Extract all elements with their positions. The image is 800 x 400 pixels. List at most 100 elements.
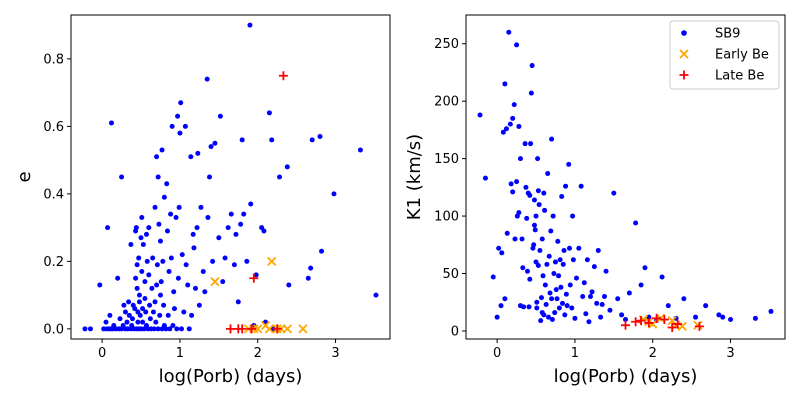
left-point-sb9-6 [105, 225, 111, 231]
right-y-tick-label-3: 150 [434, 152, 459, 167]
right-point-sb9-99 [573, 275, 579, 281]
left-point-sb9-157 [284, 164, 290, 170]
left-point-sb9-123 [196, 302, 202, 308]
right-point-sb9-71 [549, 296, 555, 302]
left-point-sb9-72 [152, 299, 158, 305]
left-point-sb9-93 [165, 312, 171, 318]
right-point-late-be-1 [631, 317, 641, 327]
left-x-tick-label-3: 3 [331, 346, 339, 361]
right-point-sb9-47 [534, 305, 540, 311]
left-plot-frame [70, 14, 391, 340]
left-point-sb9-97 [168, 255, 174, 261]
right-point-sb9-82 [557, 257, 563, 263]
right-point-sb9-48 [534, 299, 540, 305]
right-point-sb9-51 [535, 262, 541, 268]
left-point-sb9-55 [142, 279, 148, 285]
left-point-sb9-94 [166, 269, 172, 274]
left-point-sb9-113 [183, 262, 189, 268]
left-point-sb9-109 [178, 326, 184, 332]
right-point-sb9-41 [531, 242, 537, 248]
left-point-sb9-121 [194, 225, 200, 231]
left-point-sb9-67 [149, 285, 155, 291]
left-point-sb9-64 [147, 302, 153, 308]
right-point-sb9-1 [482, 175, 488, 181]
left-point-sb9-160 [308, 265, 314, 271]
right-point-sb9-14 [508, 181, 514, 187]
left-point-sb9-73 [153, 319, 159, 325]
left-point-late-be-6 [278, 71, 288, 81]
right-point-sb9-6 [499, 250, 505, 256]
left-point-sb9-107 [177, 130, 183, 136]
left-point-sb9-140 [233, 231, 239, 237]
right-point-sb9-109 [591, 264, 597, 270]
right-point-sb9-45 [533, 213, 539, 219]
left-point-sb9-116 [188, 154, 194, 160]
right-point-sb9-22 [516, 123, 522, 129]
right-point-sb9-64 [544, 261, 550, 267]
right-point-sb9-91 [564, 303, 570, 309]
left-point-sb9-22 [122, 309, 128, 315]
right-point-sb9-106 [586, 319, 592, 325]
left-point-sb9-142 [238, 221, 244, 227]
left-point-sb9-161 [309, 137, 315, 143]
right-point-sb9-54 [538, 318, 544, 324]
right-point-sb9-107 [587, 293, 593, 299]
left-x-tick-label-0: 0 [98, 346, 106, 361]
right-point-sb9-84 [559, 194, 565, 200]
left-point-sb9-108 [178, 100, 184, 106]
right-point-sb9-95 [569, 305, 575, 311]
legend-marker-sb9 [681, 30, 687, 36]
left-point-sb9-96 [168, 211, 174, 217]
right-point-sb9-115 [603, 268, 609, 274]
left-point-sb9-143 [239, 137, 245, 143]
right-point-sb9-5 [498, 303, 504, 309]
left-point-sb9-104 [175, 113, 181, 119]
right-point-sb9-61 [542, 207, 548, 213]
left-point-sb9-78 [155, 326, 161, 332]
left-point-sb9-74 [154, 154, 160, 160]
left-point-sb9-138 [228, 211, 234, 217]
left-point-sb9-44 [136, 292, 142, 298]
right-point-sb9-93 [566, 245, 572, 251]
right-point-sb9-43 [531, 222, 537, 228]
right-point-late-be-8 [694, 321, 704, 331]
left-point-sb9-158 [286, 282, 292, 288]
left-point-sb9-51 [140, 319, 146, 325]
right-point-sb9-77 [553, 287, 559, 293]
left-point-sb9-86 [160, 258, 166, 264]
right-point-sb9-70 [549, 136, 555, 142]
left-point-sb9-52 [140, 306, 146, 312]
left-point-sb9-127 [204, 76, 210, 82]
left-series-late-be [226, 71, 288, 334]
right-point-sb9-52 [536, 202, 542, 208]
left-point-sb9-147 [248, 201, 254, 207]
left-point-sb9-103 [174, 326, 180, 332]
left-point-sb9-58 [143, 231, 149, 237]
left-point-sb9-60 [144, 258, 150, 264]
right-point-sb9-131 [693, 314, 699, 320]
right-y-tick-label-1: 50 [442, 267, 459, 282]
left-y-axis-label: e [14, 171, 35, 182]
left-point-sb9-84 [159, 147, 165, 153]
right-point-late-be-7 [673, 319, 683, 329]
right-point-sb9-101 [578, 183, 584, 189]
left-point-sb9-154 [269, 137, 275, 143]
left-point-early-be-6 [267, 256, 277, 267]
left-point-sb9-141 [235, 299, 241, 305]
right-data-points [477, 29, 774, 333]
left-point-sb9-43 [136, 255, 142, 261]
left-point-sb9-68 [150, 255, 156, 261]
right-point-sb9-88 [562, 312, 568, 318]
left-point-sb9-117 [189, 312, 195, 318]
right-point-sb9-76 [552, 259, 558, 265]
left-point-sb9-65 [147, 316, 153, 322]
left-data-points [82, 22, 379, 334]
right-point-sb9-59 [541, 190, 547, 196]
right-point-sb9-123 [638, 282, 644, 288]
right-point-sb9-113 [599, 302, 605, 308]
right-y-tick-label-4: 200 [434, 95, 459, 110]
right-point-sb9-44 [532, 227, 538, 233]
left-point-sb9-145 [244, 258, 250, 264]
left-point-sb9-134 [217, 113, 223, 119]
left-point-sb9-106 [176, 204, 182, 210]
